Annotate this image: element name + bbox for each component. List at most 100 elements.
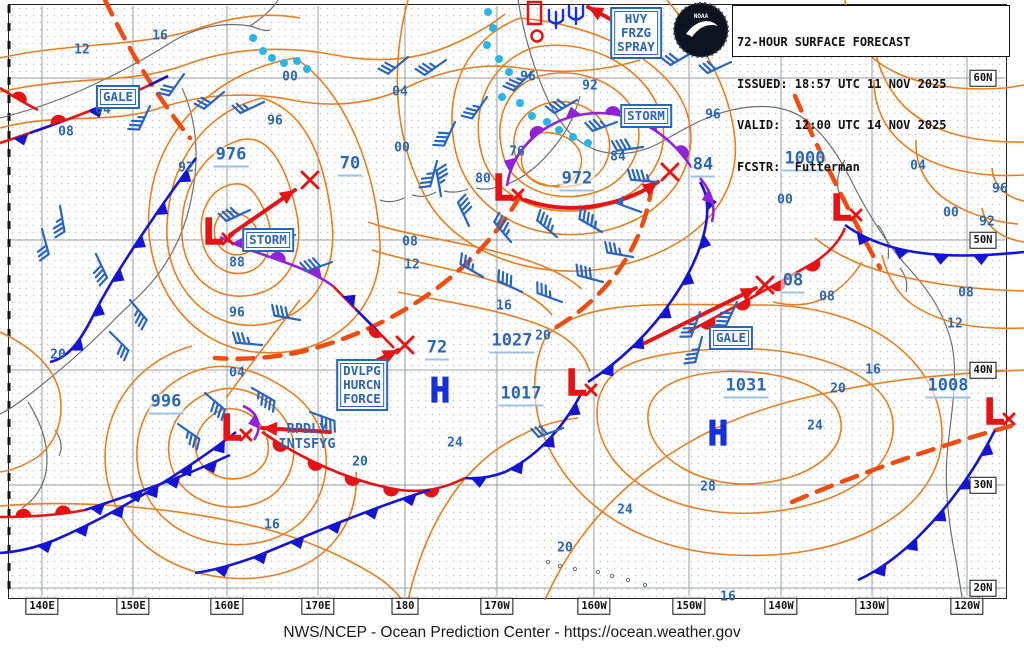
isobar-value-label: 16 bbox=[264, 517, 280, 533]
movement-arrowhead bbox=[641, 182, 658, 197]
freezing-spray-dot bbox=[555, 126, 563, 134]
isobar-line bbox=[104, 345, 358, 580]
low-center-symbol: L bbox=[201, 211, 235, 254]
freezing-spray-dot bbox=[543, 118, 551, 126]
isobar-line bbox=[814, 237, 1024, 292]
wind-barb-icon bbox=[536, 281, 564, 304]
warm-front-pip bbox=[15, 508, 32, 517]
isobar-line bbox=[181, 138, 300, 297]
wind-barb-icon bbox=[535, 208, 559, 239]
wind-barb-icon bbox=[231, 100, 266, 115]
low-center-symbol: L bbox=[564, 362, 598, 405]
warm-front-pip bbox=[368, 324, 383, 339]
coastline bbox=[249, 0, 279, 27]
isobar-value-label: 12 bbox=[947, 316, 963, 332]
freezing-spray-dot bbox=[505, 68, 513, 76]
cold-front bbox=[844, 223, 1024, 257]
isobar-value-label: 96 bbox=[229, 305, 245, 321]
cold-front-pip bbox=[214, 565, 230, 578]
pressure-value-label: 72 bbox=[424, 339, 450, 361]
cold-front-pip bbox=[542, 434, 555, 448]
annotation-label-text: INTSFYG bbox=[278, 436, 336, 452]
isobar-line bbox=[0, 331, 62, 473]
wind-barb-icon bbox=[52, 204, 66, 239]
forecast-title-block: 72-HOUR SURFACE FORECAST ISSUED: 18:57 U… bbox=[732, 5, 1010, 174]
warm-front-pip bbox=[805, 259, 821, 272]
cold-front-pip bbox=[37, 541, 53, 554]
cold-front-pip bbox=[155, 201, 169, 216]
longitude-axis-label: 120W bbox=[950, 597, 984, 615]
hazard-label-text: SPRAY bbox=[617, 39, 655, 54]
pressure-value-label: 1008 bbox=[925, 377, 971, 399]
cold-front-pip bbox=[509, 461, 524, 475]
cold-front-pip bbox=[307, 265, 322, 279]
annotation-label: RPDLY INTSFYG bbox=[279, 422, 336, 452]
cold-front-pip bbox=[470, 477, 487, 488]
cold-front-pip bbox=[401, 494, 417, 507]
wind-barb-icon bbox=[203, 391, 227, 422]
forecast-issued: ISSUED: 18:57 UTC 11 NOV 2025 bbox=[737, 76, 947, 91]
cold-front-pip bbox=[933, 508, 947, 522]
wind-barb-icon bbox=[176, 422, 201, 451]
latitude-axis-label: 50N bbox=[969, 231, 997, 249]
svg-text:L: L bbox=[983, 392, 1005, 433]
longitude-axis-label: 180 bbox=[391, 597, 419, 615]
isobar-value-label: 20 bbox=[830, 381, 846, 397]
isobar-value-label: 12 bbox=[404, 257, 420, 273]
svg-text:L: L bbox=[565, 363, 587, 404]
longitude-axis-label: 170E bbox=[301, 597, 335, 615]
cold-front-pip bbox=[252, 551, 268, 565]
cold-front-pip bbox=[92, 302, 105, 318]
stationary-front-segment bbox=[332, 285, 395, 349]
island-dot bbox=[609, 573, 615, 579]
cold-front-pip bbox=[144, 485, 159, 499]
isobar-line bbox=[915, 139, 1019, 225]
isobar-value-label: 08 bbox=[402, 234, 418, 250]
coastline bbox=[0, 315, 119, 415]
svg-text:L: L bbox=[220, 408, 242, 449]
wind-barb-icon bbox=[460, 95, 489, 120]
longitude-axis-label: 140W bbox=[764, 597, 798, 615]
warm-front bbox=[687, 227, 847, 334]
warm-front-pip bbox=[605, 106, 621, 116]
isobar-line bbox=[881, 254, 1024, 330]
stationary-front-segment bbox=[0, 74, 169, 145]
isobar-line bbox=[991, 167, 1024, 202]
forecast-valid: VALID: 12:00 UTC 14 NOV 2025 bbox=[737, 118, 947, 133]
isobar-value-label: 28 bbox=[700, 479, 716, 495]
hazard-label-box: GALE bbox=[95, 85, 141, 109]
isobar-value-label: 20 bbox=[557, 540, 573, 556]
island-dot bbox=[595, 569, 601, 575]
longitude-axis-label: 140E bbox=[25, 597, 59, 615]
pressure-value-label: 84 bbox=[690, 156, 716, 178]
isobar-value-label: 16 bbox=[496, 298, 512, 314]
hazard-label-box: HVY FRZG SPRAY bbox=[610, 7, 662, 59]
longitude-axis-label: 160E bbox=[210, 597, 244, 615]
isobar-value-label: 96 bbox=[520, 69, 536, 85]
movement-arrow bbox=[643, 286, 758, 345]
forecaster-name: FCSTR: Futterman bbox=[737, 159, 860, 174]
trough-line bbox=[212, 193, 523, 361]
wind-barb-icon bbox=[92, 252, 109, 287]
wind-barb-icon bbox=[377, 55, 410, 75]
isobar-line bbox=[0, 59, 641, 129]
pressure-value-label: 1000 bbox=[782, 150, 828, 172]
isobar-value-label: 92 bbox=[582, 78, 598, 94]
cold-front bbox=[857, 429, 997, 582]
island-dot bbox=[642, 582, 648, 588]
isobar-value-label: 84 bbox=[610, 149, 626, 165]
cold-front-pip bbox=[658, 305, 672, 319]
isobar-value-label: 24 bbox=[807, 418, 823, 434]
island-dot bbox=[572, 566, 578, 572]
isobar-value-label: 12 bbox=[74, 42, 90, 58]
hazard-label-text: STORM bbox=[627, 108, 665, 123]
hazard-label-box: STORM bbox=[620, 104, 672, 128]
isobar-line bbox=[200, 183, 272, 275]
freezing-spray-dot bbox=[495, 55, 503, 63]
cold-front-pip bbox=[211, 440, 225, 454]
wind-barb-icon bbox=[299, 257, 334, 272]
wind-barb-icon bbox=[432, 120, 457, 147]
svg-text:H: H bbox=[430, 371, 450, 411]
cold-front bbox=[0, 430, 237, 555]
